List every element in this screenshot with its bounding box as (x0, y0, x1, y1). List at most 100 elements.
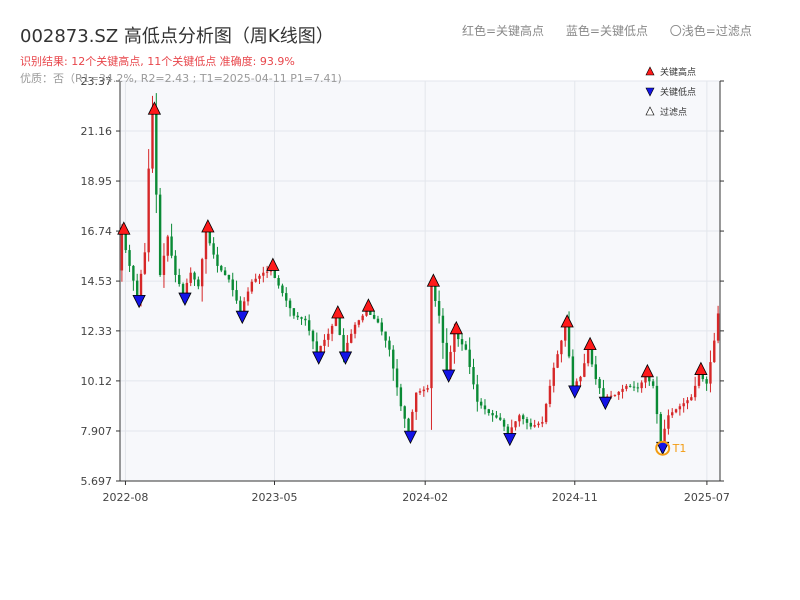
candle-body (693, 385, 697, 398)
candle-body (185, 282, 189, 294)
key-high-marker (117, 221, 131, 235)
candle-body (674, 409, 678, 413)
candle-body (663, 428, 666, 443)
candle-body (648, 376, 651, 382)
candle-body (223, 270, 227, 275)
y-tick-label: 12.33 (81, 325, 113, 338)
candle-body (178, 274, 181, 285)
candle-body (468, 349, 471, 368)
candle-body (281, 285, 284, 294)
candle-body (342, 334, 345, 352)
legend-high-symbol (645, 66, 655, 76)
candle-body (571, 356, 575, 386)
key-low-marker (568, 385, 582, 399)
candle-body (510, 427, 513, 434)
key-low-marker (598, 396, 612, 411)
candle-body (434, 286, 437, 301)
result-summary: 识别结果: 12个关键高点, 11个关键低点 准确度: 93.9% (20, 55, 295, 68)
candle-body (315, 341, 319, 352)
key-low-marker (235, 310, 249, 325)
candle-body (476, 384, 479, 402)
candle-body (613, 394, 617, 396)
y-tick-label: 14.53 (81, 275, 113, 288)
legend-light-note: 〇浅色=过滤点 (669, 24, 752, 38)
candle-body (602, 388, 605, 398)
candle-body (311, 330, 315, 342)
candle-body (189, 272, 192, 283)
candle-body (437, 300, 441, 316)
candle-body (640, 382, 643, 389)
candle-body (158, 194, 162, 275)
candle-body (239, 300, 242, 312)
candle-body (181, 284, 185, 294)
quality-summary: 优质：否（R1=34.2%, R2=2.43 ; T1=2025-04-11 P… (20, 72, 342, 85)
x-tick-label: 2022-08 (102, 491, 148, 504)
chart-title: 002873.SZ 高低点分析图（周K线图） (20, 26, 334, 47)
key-low-marker (132, 294, 146, 309)
candle-body (453, 333, 456, 352)
candle-body (449, 351, 452, 371)
candle-body (529, 422, 533, 427)
candle-body (487, 409, 490, 414)
t1-label: T1 (672, 442, 687, 455)
candle-body (262, 272, 265, 276)
candle-body (307, 320, 311, 331)
candle-body (552, 367, 555, 386)
candle-body (701, 374, 705, 380)
candle-body (265, 271, 269, 273)
y-tick-label: 10.12 (81, 375, 113, 388)
candle-body (460, 339, 464, 345)
candle-body (682, 403, 685, 407)
candle-body (162, 255, 166, 275)
candle-body (617, 391, 620, 395)
candle-body (216, 254, 219, 266)
candle-body (457, 333, 460, 340)
candle-body (586, 349, 590, 364)
t1-circle-marker (655, 440, 671, 456)
candle-body (197, 279, 200, 287)
candle-body (319, 345, 322, 352)
candle-body (472, 367, 475, 385)
candle-body (541, 422, 544, 424)
candle-body (518, 415, 521, 422)
candle-body (128, 250, 131, 266)
candle-body (269, 270, 273, 272)
candle-body (525, 419, 529, 423)
candle-body (170, 236, 173, 256)
candle-body (323, 339, 326, 346)
candle-body (231, 279, 234, 291)
candle-body (579, 376, 582, 382)
candle-body (514, 421, 517, 428)
candle-body (200, 259, 204, 287)
key-low-marker (312, 351, 326, 365)
legend-label: 过滤点 (660, 106, 687, 118)
candle-body (564, 327, 567, 341)
legend-label: 关键高点 (660, 66, 696, 78)
key-low-marker (503, 433, 517, 447)
candle-body (193, 272, 196, 280)
candle-body (357, 320, 361, 325)
candle-body (422, 389, 426, 392)
candle-body (705, 379, 708, 384)
candle-body (644, 376, 647, 383)
candle-body (479, 401, 483, 406)
candle-body (594, 364, 597, 380)
candle-body (651, 381, 655, 386)
candle-body (243, 301, 246, 312)
candle-body (258, 275, 261, 279)
candle-body (521, 415, 525, 420)
key-high-marker (640, 363, 655, 378)
key-high-marker (560, 314, 574, 328)
candle-body (621, 388, 624, 392)
candle-body (441, 315, 445, 343)
candle-body (372, 314, 376, 319)
x-tick-label: 2023-05 (252, 491, 298, 504)
key-high-marker (331, 305, 345, 319)
candle-body (384, 331, 387, 341)
candle-body (353, 324, 357, 334)
candle-body (583, 363, 586, 377)
candle-body (124, 234, 127, 251)
candle-body (380, 322, 383, 332)
candle-body (361, 315, 364, 321)
